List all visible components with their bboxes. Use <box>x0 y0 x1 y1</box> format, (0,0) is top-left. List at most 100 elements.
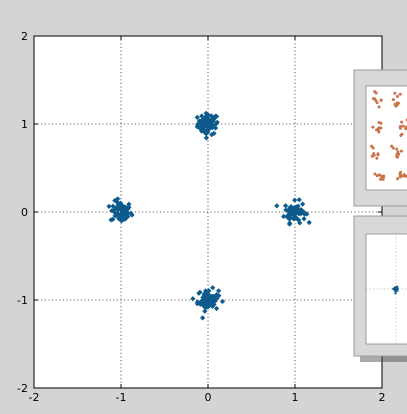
scatter-point <box>201 298 207 304</box>
scatter-point <box>210 285 216 291</box>
scatter-point <box>206 299 212 305</box>
inset-top-point <box>404 127 407 131</box>
scatter-point <box>274 203 280 209</box>
scatter-point <box>190 296 196 302</box>
inset-top-point <box>390 144 394 148</box>
scatter-point <box>206 288 212 294</box>
inset-top-point <box>399 149 403 153</box>
inset-top-point <box>375 101 379 105</box>
inset-top-point <box>375 156 379 160</box>
scatter-point <box>206 119 212 126</box>
scatter-point <box>291 209 297 215</box>
inset-top-point <box>395 152 399 156</box>
inset-top-point <box>395 155 399 159</box>
inset-top-point <box>400 132 404 136</box>
scatter-point <box>205 112 212 118</box>
scatter-point <box>289 206 295 212</box>
scatter-point <box>110 203 116 209</box>
scatter-point <box>214 119 220 125</box>
inset-top-point <box>379 174 383 178</box>
inset-top-point <box>395 147 399 151</box>
y-tick-label: -1 <box>17 294 28 307</box>
scatter-point <box>115 207 121 213</box>
scatter-point <box>210 295 216 301</box>
scatter-point <box>194 114 200 120</box>
scatter-point <box>106 203 112 209</box>
inset-top-point <box>372 153 376 157</box>
inset-top-point <box>396 94 400 98</box>
inset-bottom-point <box>394 290 398 294</box>
scatter-point <box>205 129 211 135</box>
scatter-point <box>209 132 215 138</box>
scatter-point <box>128 210 134 216</box>
scatter-point <box>204 294 210 301</box>
scatter-point <box>117 203 123 210</box>
scatter-point <box>120 210 126 216</box>
scatter-point <box>293 205 300 211</box>
x-tick-label: 2 <box>379 391 386 404</box>
inset-bottom-points <box>391 285 399 295</box>
scatter-point <box>196 290 202 296</box>
scatter-point <box>212 298 218 304</box>
scatter-point <box>194 299 201 305</box>
inset-top-point <box>398 126 402 130</box>
scatter-point <box>213 125 219 131</box>
scatter-point <box>292 214 298 220</box>
scatter-point <box>110 216 116 222</box>
inset-window-bottom[interactable] <box>353 215 407 362</box>
inset-top-point <box>377 120 381 124</box>
scatter-point <box>114 211 120 217</box>
inset-top-point <box>393 91 397 95</box>
scatter-point <box>219 298 226 305</box>
scatter-point <box>203 119 209 125</box>
inset-top-point <box>399 170 403 174</box>
scatter-point <box>291 216 297 222</box>
y-tick-label: 1 <box>21 118 28 131</box>
inset-bottom-point <box>395 285 399 289</box>
scatter-point <box>196 122 202 128</box>
inset-top-point <box>394 104 398 108</box>
inset-bottom-point <box>394 287 398 291</box>
inset-window-top[interactable] <box>353 69 407 207</box>
scatter-point <box>284 213 290 219</box>
y-tick-label: -2 <box>17 382 28 395</box>
scatter-point <box>306 219 312 226</box>
scatter-point <box>296 197 302 203</box>
inset-top-point <box>396 150 400 154</box>
scatter-point <box>202 308 208 314</box>
inset-top-point <box>377 105 381 109</box>
scatter-point <box>210 122 216 128</box>
scatter-points <box>106 110 312 321</box>
inset-bottom-point <box>395 289 399 293</box>
scatter-point <box>214 292 220 299</box>
scatter-point <box>200 127 206 134</box>
scatter-point <box>197 125 203 131</box>
inset-top-point <box>396 177 400 181</box>
inset-top-point <box>398 92 402 96</box>
inset-top-point <box>377 126 381 130</box>
inset-top-point <box>377 173 381 177</box>
inset-bottom-point <box>395 286 399 290</box>
inset-top-point <box>398 175 402 179</box>
scatter-point <box>122 206 128 213</box>
inset-top-point <box>404 174 407 178</box>
scatter-point <box>199 113 205 119</box>
scatter-point <box>296 217 302 223</box>
inset-top-point <box>382 174 386 178</box>
scatter-point <box>201 117 207 123</box>
scatter-point <box>201 121 207 127</box>
scatter-point <box>214 295 220 301</box>
inset-top-point <box>371 97 375 101</box>
inset-top-point <box>400 120 404 124</box>
inset-top-point <box>371 125 375 129</box>
scatter-point <box>287 221 293 227</box>
scatter-point <box>207 293 213 299</box>
scatter-point <box>298 207 305 213</box>
scatter-point <box>288 204 294 210</box>
scatter-point <box>118 218 125 224</box>
x-tick-label: -2 <box>29 391 40 404</box>
inset-top-point <box>373 90 377 94</box>
inset-top-point <box>391 146 395 150</box>
inset-top-point <box>401 124 405 128</box>
y-tick-labels: -2 -1 0 1 2 <box>17 30 28 395</box>
